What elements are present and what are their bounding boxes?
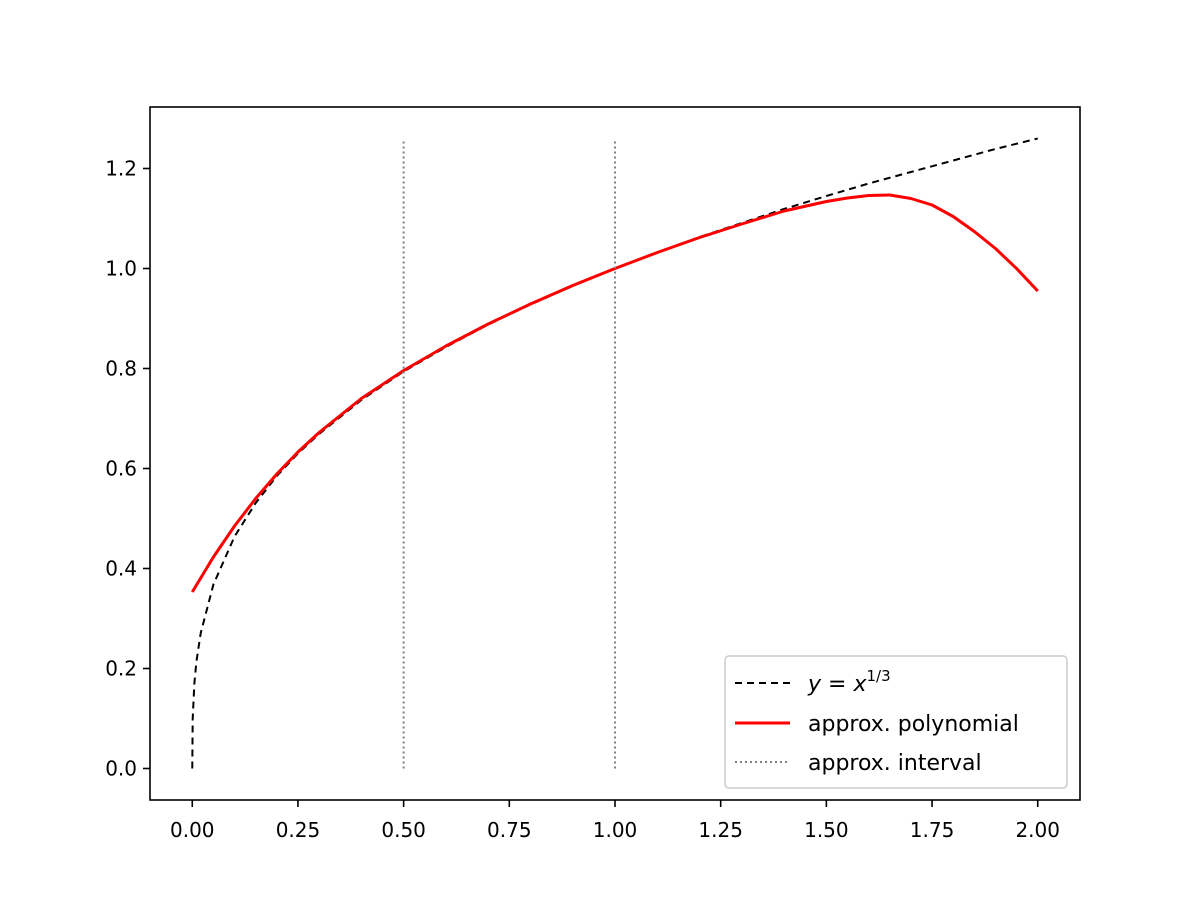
x-tick-label: 1.50 (804, 818, 849, 842)
series-layer (190, 137, 1039, 769)
legend-label-cuberoot: y = x1/3 (807, 667, 891, 697)
x-tick-label: 0.25 (276, 818, 321, 842)
cube-root-line (191, 137, 1038, 769)
x-tick-label: 1.25 (698, 818, 743, 842)
legend-frame (724, 655, 1068, 789)
x-tick-label: 2.00 (1015, 818, 1060, 842)
y-tick-label: 0.8 (105, 357, 137, 381)
y-tick-label: 0.0 (105, 757, 137, 781)
legend-label-cuberoot-base: y = x (807, 672, 867, 697)
x-tick-label: 0.00 (170, 818, 215, 842)
polynomial-line (190, 193, 1039, 593)
legend-label-polynomial: approx. polynomial (808, 712, 1019, 737)
legend-label-interval: approx. interval (808, 751, 982, 776)
x-axis-ticks: 0.00 0.25 0.50 0.75 1.00 1.25 1.50 1.75 2.00 (170, 800, 1060, 842)
x-tick-label: 0.75 (487, 818, 532, 842)
x-tick-label: 1.75 (910, 818, 955, 842)
legend: y = x1/3 approx. polynomial approx. inte… (724, 655, 1068, 789)
y-tick-label: 0.2 (105, 657, 137, 681)
y-axis-ticks: 0.0 0.2 0.4 0.6 0.8 1.0 1.2 (105, 157, 150, 781)
x-tick-label: 0.50 (381, 818, 426, 842)
y-tick-label: 1.2 (105, 157, 137, 181)
y-tick-label: 0.4 (105, 557, 137, 581)
y-tick-label: 0.6 (105, 457, 137, 481)
x-tick-label: 1.00 (593, 818, 638, 842)
legend-label-cuberoot-exponent: 1/3 (866, 667, 890, 685)
y-tick-label: 1.0 (105, 257, 137, 281)
